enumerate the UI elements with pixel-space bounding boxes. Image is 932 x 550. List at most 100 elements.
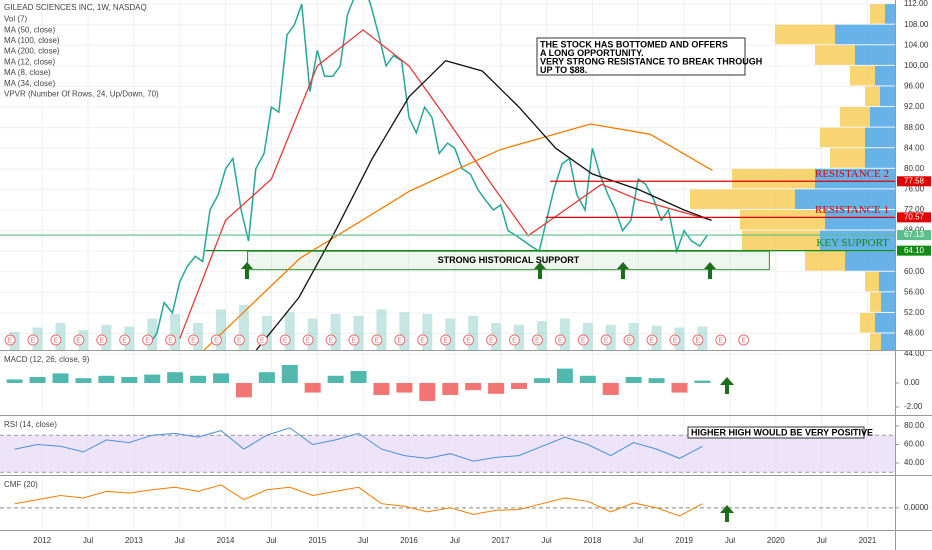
vpvr-down [865,271,879,292]
earnings-label: E [352,337,357,344]
vpvr-down [805,251,845,271]
annotation-box [536,37,746,76]
x-tick-label: Jul [633,536,643,545]
earnings-marker [119,334,131,346]
histogram-bar [304,382,321,393]
earnings-marker [73,334,85,346]
main-plot [0,0,895,350]
earnings-label: E [443,337,448,344]
vpvr-up [875,312,895,333]
vpvr-down [742,230,820,251]
vpvr-up [870,107,895,127]
x-tick-label: 2019 [675,536,693,545]
earnings-label: E [237,337,242,344]
histogram-bar [281,364,298,383]
earnings-label: E [535,337,540,344]
volume-bar [193,323,204,350]
x-tick-label: Jul [358,536,368,545]
y-tick-label: 104.00 [904,40,929,49]
earnings-label: E [99,337,104,344]
legend-entry: VPVR (Number Of Rows, 24, Up/Down, 70) [4,90,159,99]
annotation-line: A LONG OPPORTUNITY. [540,48,644,58]
y-tick-label: 84.00 [904,143,925,152]
vpvr-up [880,86,895,107]
earnings-marker [50,334,62,346]
legend-entry: MA (200, close) [4,47,60,56]
earnings-marker [325,334,337,346]
x-tick-label: Jul [175,536,185,545]
earnings-label: E [168,337,173,344]
rsi-band [0,435,895,473]
annotation-line: VERY STRONG RESISTANCE TO BREAK THROUGH [540,56,762,66]
vpvr-down [870,4,885,24]
legend-entry: MA (12, close) [4,57,55,66]
volume-bar [261,315,272,350]
earnings-marker [508,334,520,346]
volume-bar [353,315,364,350]
y-tick-label: -2.00 [904,402,923,411]
histogram-bar [75,378,92,383]
vpvr-up [881,292,895,312]
vpvr-down [840,107,870,127]
level-price: 64.10 [904,246,925,255]
histogram-bar [190,375,207,383]
earnings-marker [440,334,452,346]
annotation-box [687,426,865,439]
histogram-bar [327,375,344,383]
earnings-label: E [214,337,219,344]
x-tick-label: 2012 [33,536,51,545]
earnings-marker [577,334,589,346]
vpvr-up [885,4,895,24]
volume-bar [307,318,318,350]
vpvr-down [690,189,795,209]
vpvr-up [879,271,895,292]
vpvr-down [870,333,881,350]
panel-title: RSI (14, close) [4,420,57,429]
earnings-label: E [260,337,265,344]
histogram-bar [167,372,184,383]
vpvr-down [740,210,825,230]
y-tick-label: 44.00 [904,349,925,358]
histogram-bar [694,380,711,383]
earnings-marker [279,334,291,346]
price-line [148,0,708,345]
earnings-label: E [54,337,59,344]
vpvr-down [850,65,875,86]
histogram-bar [258,372,275,383]
earnings-marker [348,334,360,346]
chart-title: GILEAD SCIENCES INC, 1W, NASDAQ [4,3,147,12]
histogram-bar [625,376,642,383]
volume-bar [559,318,570,350]
level-name: RESISTANCE 2 [815,168,889,180]
earnings-marker [600,334,612,346]
earnings-marker [96,334,108,346]
volume-bar [376,309,387,350]
earnings-marker [142,334,154,346]
x-tick-label: 2021 [859,536,877,545]
earnings-label: E [512,337,517,344]
level-price-box [897,245,931,256]
histogram-bar [488,382,505,394]
annotation-text: HIGHER HIGH WOULD BE VERY POSITIVE [691,427,873,437]
vpvr-down [820,127,865,148]
vpvr-down [775,24,835,45]
volume-bar [536,321,547,350]
x-tick-label: 2013 [125,536,143,545]
earnings-marker [715,334,727,346]
annotation-line: THE STOCK HAS BOTTOMED AND OFFERS [540,39,728,49]
y-tick-label: 60.00 [904,440,925,449]
earnings-label: E [283,337,288,344]
volume-bar [55,323,66,350]
x-tick-label: Jul [541,536,551,545]
y-tick-label: 96.00 [904,82,925,91]
level-name: KEY SUPPORT [816,237,889,249]
volume-bar [147,318,158,350]
earnings-label: E [8,337,13,344]
y-tick-label: 40.00 [904,458,925,467]
volume-bar [284,312,295,350]
earnings-label: E [145,337,150,344]
level-price: 70.57 [904,212,925,221]
histogram-bar [144,374,161,383]
